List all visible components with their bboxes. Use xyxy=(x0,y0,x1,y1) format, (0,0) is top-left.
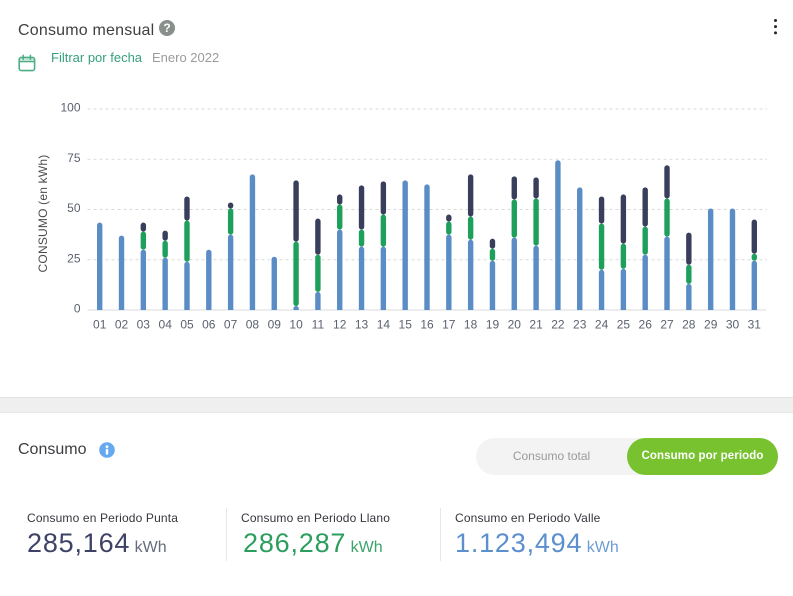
svg-text:01: 01 xyxy=(93,318,107,332)
svg-text:16: 16 xyxy=(420,318,434,332)
svg-text:75: 75 xyxy=(67,151,81,165)
svg-text:26: 26 xyxy=(639,318,653,332)
svg-text:04: 04 xyxy=(159,318,173,332)
svg-text:21: 21 xyxy=(529,318,543,332)
svg-text:100: 100 xyxy=(60,101,80,115)
svg-text:27: 27 xyxy=(660,318,674,332)
svg-text:29: 29 xyxy=(704,318,718,332)
svg-text:28: 28 xyxy=(682,318,696,332)
svg-text:30: 30 xyxy=(726,318,740,332)
svg-text:22: 22 xyxy=(551,318,565,332)
svg-text:03: 03 xyxy=(137,318,151,332)
svg-text:17: 17 xyxy=(442,318,456,332)
svg-text:23: 23 xyxy=(573,318,587,332)
svg-text:19: 19 xyxy=(486,318,500,332)
svg-text:08: 08 xyxy=(246,318,260,332)
svg-text:15: 15 xyxy=(399,318,413,332)
svg-text:02: 02 xyxy=(115,318,129,332)
svg-text:25: 25 xyxy=(617,318,631,332)
svg-text:12: 12 xyxy=(333,318,347,332)
svg-text:10: 10 xyxy=(289,318,303,332)
svg-text:11: 11 xyxy=(312,318,325,332)
svg-text:13: 13 xyxy=(355,318,369,332)
svg-text:14: 14 xyxy=(377,318,391,332)
svg-text:09: 09 xyxy=(268,318,282,332)
svg-text:50: 50 xyxy=(67,201,81,215)
svg-text:06: 06 xyxy=(202,318,216,332)
svg-text:25: 25 xyxy=(67,251,81,265)
svg-text:24: 24 xyxy=(595,318,609,332)
svg-text:CONSUMO (en kWh): CONSUMO (en kWh) xyxy=(36,155,50,273)
svg-text:31: 31 xyxy=(748,318,762,332)
svg-text:0: 0 xyxy=(74,302,81,316)
svg-text:05: 05 xyxy=(180,318,194,332)
svg-text:07: 07 xyxy=(224,318,238,332)
svg-text:18: 18 xyxy=(464,318,478,332)
svg-text:20: 20 xyxy=(508,318,522,332)
